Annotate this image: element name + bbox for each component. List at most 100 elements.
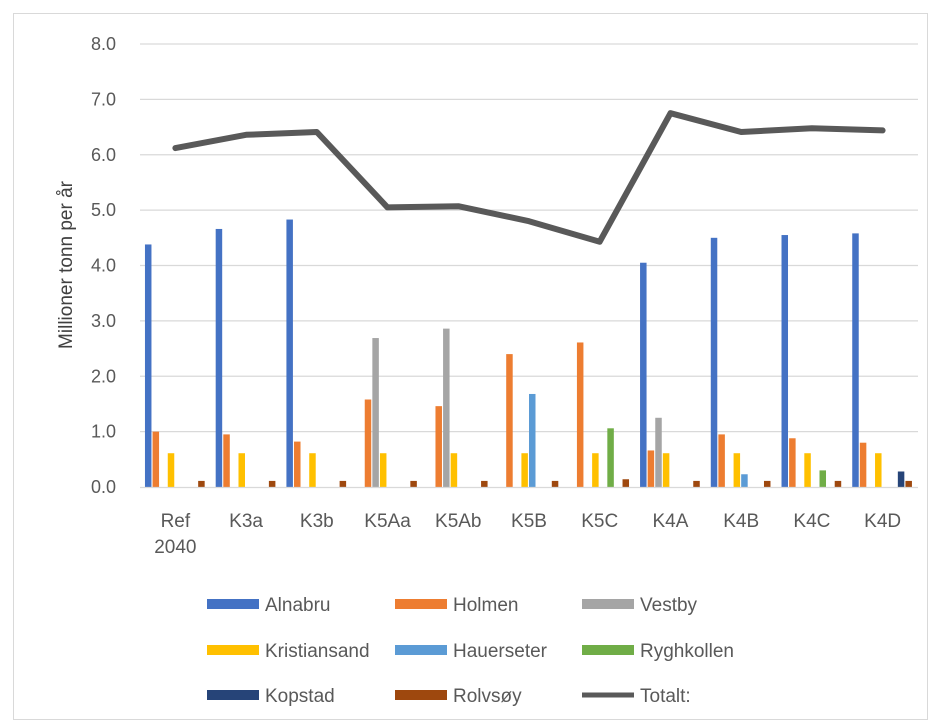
bars [144, 219, 912, 487]
x-tick-label-line: K3b [300, 511, 334, 532]
bar-holmen [294, 441, 301, 487]
y-tick-label: 1.0 [91, 422, 116, 442]
x-tick-label: K4A [652, 511, 688, 532]
x-tick-label-line: K4D [864, 511, 901, 532]
x-tick-label-line: K5C [581, 511, 618, 532]
x-tick-label-line: K5B [511, 511, 547, 532]
bar-rolvsøy [622, 479, 630, 487]
bar-rolvsøy [198, 480, 205, 487]
bar-kristiansand [238, 453, 245, 487]
bar-rolvsøy [834, 480, 842, 487]
legend-label: Holmen [453, 595, 518, 616]
bar-holmen [789, 438, 796, 487]
bar-holmen [223, 434, 230, 487]
legend-label: Rolvsøy [453, 686, 522, 707]
y-axis-ticks: 0.0 1.0 2.0 3.0 4.0 5.0 6.0 7.0 8.0 [91, 34, 116, 497]
bar-holmen [364, 399, 372, 487]
legend-item: Ryghkollen [582, 641, 734, 662]
legend-label: Vestby [640, 595, 698, 616]
bar-kristiansand [804, 453, 811, 487]
legend-label: Totalt: [640, 686, 691, 707]
bar-kristiansand [733, 453, 741, 487]
x-tick-label: K5C [581, 511, 618, 532]
y-tick-label: 3.0 [91, 311, 116, 331]
legend-item: Rolvsøy [395, 686, 522, 707]
x-tick-label: K4C [793, 511, 830, 532]
bar-rolvsøy [339, 480, 347, 487]
legend-item: Holmen [395, 595, 518, 616]
total-line [172, 110, 886, 245]
legend-swatch [582, 599, 634, 609]
x-tick-label-line: K4A [652, 511, 688, 532]
x-tick-label: K4D [864, 511, 901, 532]
legend-item: Alnabru [207, 595, 331, 616]
x-tick-label-line: K5Aa [364, 511, 411, 532]
x-tick-label-line: K3a [229, 511, 263, 532]
bar-vestby [372, 338, 379, 487]
bar-holmen [647, 450, 655, 487]
x-tick-label-line: K4C [793, 511, 830, 532]
bar-kristiansand [450, 453, 458, 487]
y-tick-label: 4.0 [91, 256, 116, 276]
bar-alnabru [215, 228, 223, 487]
bar-rolvsøy [763, 480, 771, 487]
y-tick-label: 6.0 [91, 145, 116, 165]
bar-rolvsøy [481, 480, 488, 487]
bar-vestby [443, 328, 450, 487]
y-tick-label: 0.0 [91, 477, 116, 497]
y-tick-label: 2.0 [91, 366, 116, 386]
legend-label: Kristiansand [265, 641, 370, 662]
legend-swatch [207, 690, 259, 700]
bar-holmen [576, 342, 584, 487]
y-tick-label: 8.0 [91, 34, 116, 54]
legend-item: Totalt: [582, 686, 691, 707]
bar-kristiansand [662, 453, 670, 487]
bar-hauerseter [529, 393, 536, 487]
bar-kristiansand [309, 453, 316, 487]
x-tick-label-line: K4B [723, 511, 759, 532]
x-tick-label: Ref 2040 [154, 511, 196, 558]
x-tick-label-line: K5Ab [435, 511, 481, 532]
gridlines [140, 43, 918, 433]
x-tick-label: K5Aa [364, 511, 411, 532]
legend-swatch [207, 645, 259, 655]
bar-hauerseter [741, 474, 748, 487]
bar-kristiansand [592, 453, 599, 487]
bar-kristiansand [875, 453, 882, 487]
legend-swatch [395, 690, 447, 700]
bar-alnabru [852, 233, 859, 487]
bar-ryghkollen [819, 470, 827, 487]
bar-alnabru [286, 219, 293, 487]
legend-label: Alnabru [265, 595, 331, 616]
bar-rolvsøy [693, 480, 700, 487]
x-tick-label: K3b [300, 511, 334, 532]
legend-swatch [395, 599, 447, 609]
bar-alnabru [781, 235, 789, 487]
bar-alnabru [144, 244, 152, 487]
bar-kopstad [897, 471, 905, 487]
bar-alnabru [640, 262, 647, 487]
y-axis-label: Millioner tonn per år [56, 180, 77, 349]
bar-rolvsøy [551, 480, 559, 487]
legend-swatch [582, 645, 634, 655]
x-tick-label-line: Ref [161, 511, 191, 532]
legend-item: Hauerseter [395, 641, 548, 662]
bar-holmen [435, 406, 442, 487]
x-axis-ticks: Ref 2040 K3a K3b K5Aa K5Ab K5B K5C K4A K4B K4C K4D [154, 511, 901, 558]
legend-label: Hauerseter [453, 641, 548, 662]
bar-holmen [152, 431, 160, 487]
legend: Alnabru Holmen Vestby Kristiansand Hauersete… [207, 595, 734, 707]
legend-item: Kristiansand [207, 641, 370, 662]
legend-label: Kopstad [265, 686, 335, 707]
bar-ryghkollen [607, 428, 614, 487]
bar-alnabru [710, 237, 718, 487]
bar-kristiansand [167, 453, 175, 487]
legend-swatch [207, 599, 259, 609]
x-tick-label: K3a [229, 511, 263, 532]
bar-holmen [718, 434, 725, 487]
bar-vestby [655, 417, 662, 487]
x-tick-label: K4B [723, 511, 759, 532]
y-tick-label: 7.0 [91, 89, 116, 109]
